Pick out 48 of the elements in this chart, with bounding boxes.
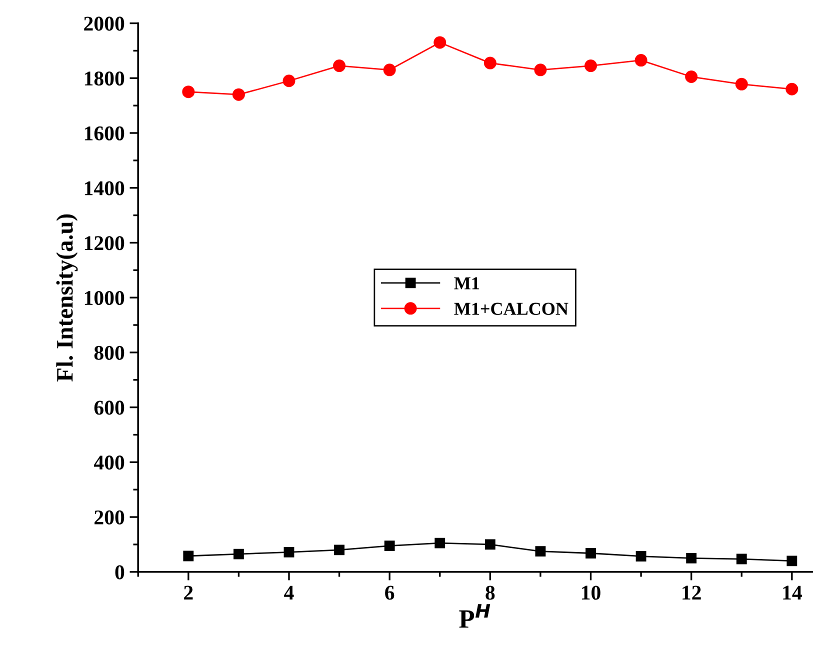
point xyxy=(584,60,597,72)
point xyxy=(786,82,798,96)
y-tick-label: 2000 xyxy=(84,16,124,31)
point xyxy=(182,86,195,98)
point xyxy=(384,540,395,552)
point xyxy=(686,552,697,564)
point xyxy=(535,546,546,557)
y-tick-label: 1800 xyxy=(84,72,124,86)
x-tick-label: 10 xyxy=(582,586,600,600)
legend-label: M1+CALCON xyxy=(454,302,568,315)
x-tick-label: 2 xyxy=(184,586,193,600)
x-axis-title: P$^{H}$ xyxy=(459,604,490,628)
y-tick-label: 1200 xyxy=(84,236,124,250)
point xyxy=(634,54,648,67)
y-tick-label: 1000 xyxy=(84,290,124,306)
point xyxy=(534,64,547,76)
point xyxy=(383,64,396,76)
legend-label: M1 xyxy=(454,277,480,290)
point xyxy=(282,74,296,88)
x-tick-label: 12 xyxy=(682,586,701,600)
point xyxy=(735,78,748,90)
y-tick-label: 200 xyxy=(94,510,124,524)
point xyxy=(786,556,798,566)
y-axis-title: Fl. Intensity(a.u) xyxy=(56,214,78,382)
point xyxy=(434,36,446,49)
x-tick-label: 6 xyxy=(385,586,394,600)
point xyxy=(334,544,344,556)
point xyxy=(434,538,446,548)
point xyxy=(586,548,596,558)
x-tick-label: 4 xyxy=(284,586,294,600)
y-tick-label: 0 xyxy=(115,565,124,580)
y-tick-label: 1600 xyxy=(84,126,124,140)
y-tick-label: 600 xyxy=(94,400,124,415)
point xyxy=(284,546,294,558)
point xyxy=(183,550,194,562)
y-tick-label: 800 xyxy=(94,346,124,360)
point xyxy=(232,88,245,101)
point xyxy=(484,56,496,70)
point xyxy=(685,70,698,84)
point xyxy=(333,60,346,72)
point xyxy=(636,551,646,562)
point xyxy=(736,554,747,564)
y-tick-label: 400 xyxy=(94,456,124,470)
y-tick-label: 1400 xyxy=(84,181,124,196)
point xyxy=(233,548,244,560)
x-tick-label: 14 xyxy=(783,586,802,600)
x-tick-label: 8 xyxy=(486,586,495,600)
point xyxy=(484,539,496,550)
